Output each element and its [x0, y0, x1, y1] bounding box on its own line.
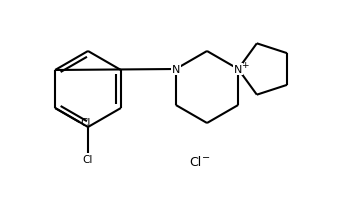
Text: Cl: Cl — [83, 154, 93, 164]
Text: Cl: Cl — [80, 117, 91, 127]
Text: +: + — [241, 60, 249, 69]
Text: −: − — [202, 152, 210, 162]
Text: N: N — [234, 65, 242, 75]
Text: N: N — [172, 65, 180, 75]
Text: Cl: Cl — [189, 156, 201, 169]
